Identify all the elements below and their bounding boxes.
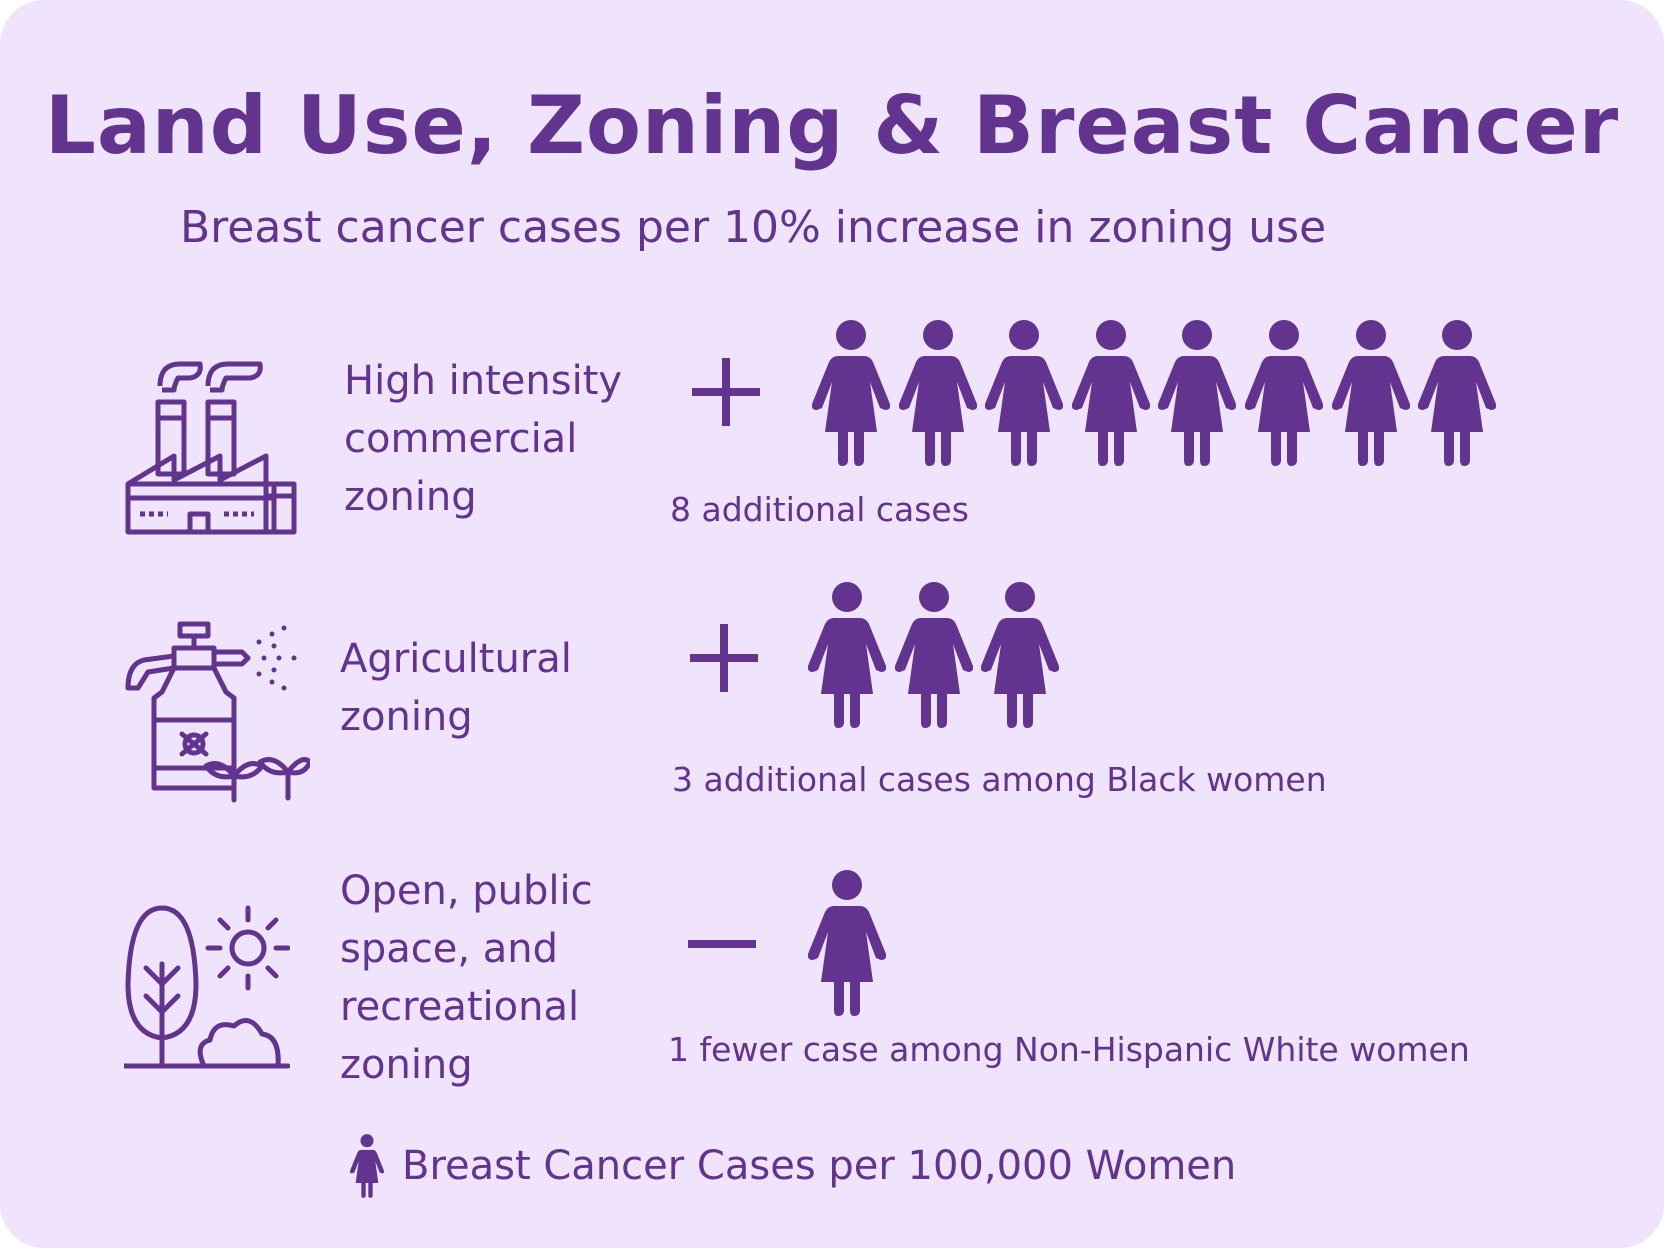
woman-icon (981, 582, 1059, 728)
plus-icon (690, 624, 758, 692)
woman-icon (1418, 320, 1496, 466)
woman-icon (350, 1134, 384, 1198)
woman-icon (1332, 320, 1410, 466)
woman-icon (1072, 320, 1150, 466)
minus-icon (688, 940, 756, 948)
woman-icon (1245, 320, 1323, 466)
woman-icon (895, 582, 973, 728)
woman-icon (808, 870, 886, 1016)
plus-icon (692, 358, 760, 426)
woman-icon (985, 320, 1063, 466)
page-title: Land Use, Zoning & Breast Cancer (44, 79, 1620, 172)
case-text-open-space: 1 fewer case among Non-Hispanic White wo… (668, 1030, 1470, 1069)
women-group-open-space (808, 870, 895, 1016)
legend-text: Breast Cancer Cases per 100,000 Women (402, 1143, 1237, 1189)
woman-icon (1158, 320, 1236, 466)
legend: Breast Cancer Cases per 100,000 Women (350, 1134, 1236, 1198)
row-label-open-space: Open, public space, and recreational zon… (340, 868, 593, 1088)
women-group-agricultural (808, 582, 1068, 728)
row-label-commercial: High intensity commercial zoning (344, 358, 623, 520)
page-subtitle: Breast cancer cases per 10% increase in … (180, 202, 1327, 253)
woman-icon (812, 320, 890, 466)
row-label-agricultural: Agricultural zoning (340, 636, 572, 740)
factory-icon (125, 361, 297, 535)
case-text-commercial: 8 additional cases (670, 490, 969, 529)
woman-icon (808, 582, 886, 728)
case-text-agricultural: 3 additional cases among Black women (672, 760, 1327, 799)
woman-icon (899, 320, 977, 466)
pesticide-sprayer-icon (125, 621, 310, 803)
women-group-commercial (812, 320, 1505, 466)
park-tree-sun-icon (124, 905, 290, 1069)
